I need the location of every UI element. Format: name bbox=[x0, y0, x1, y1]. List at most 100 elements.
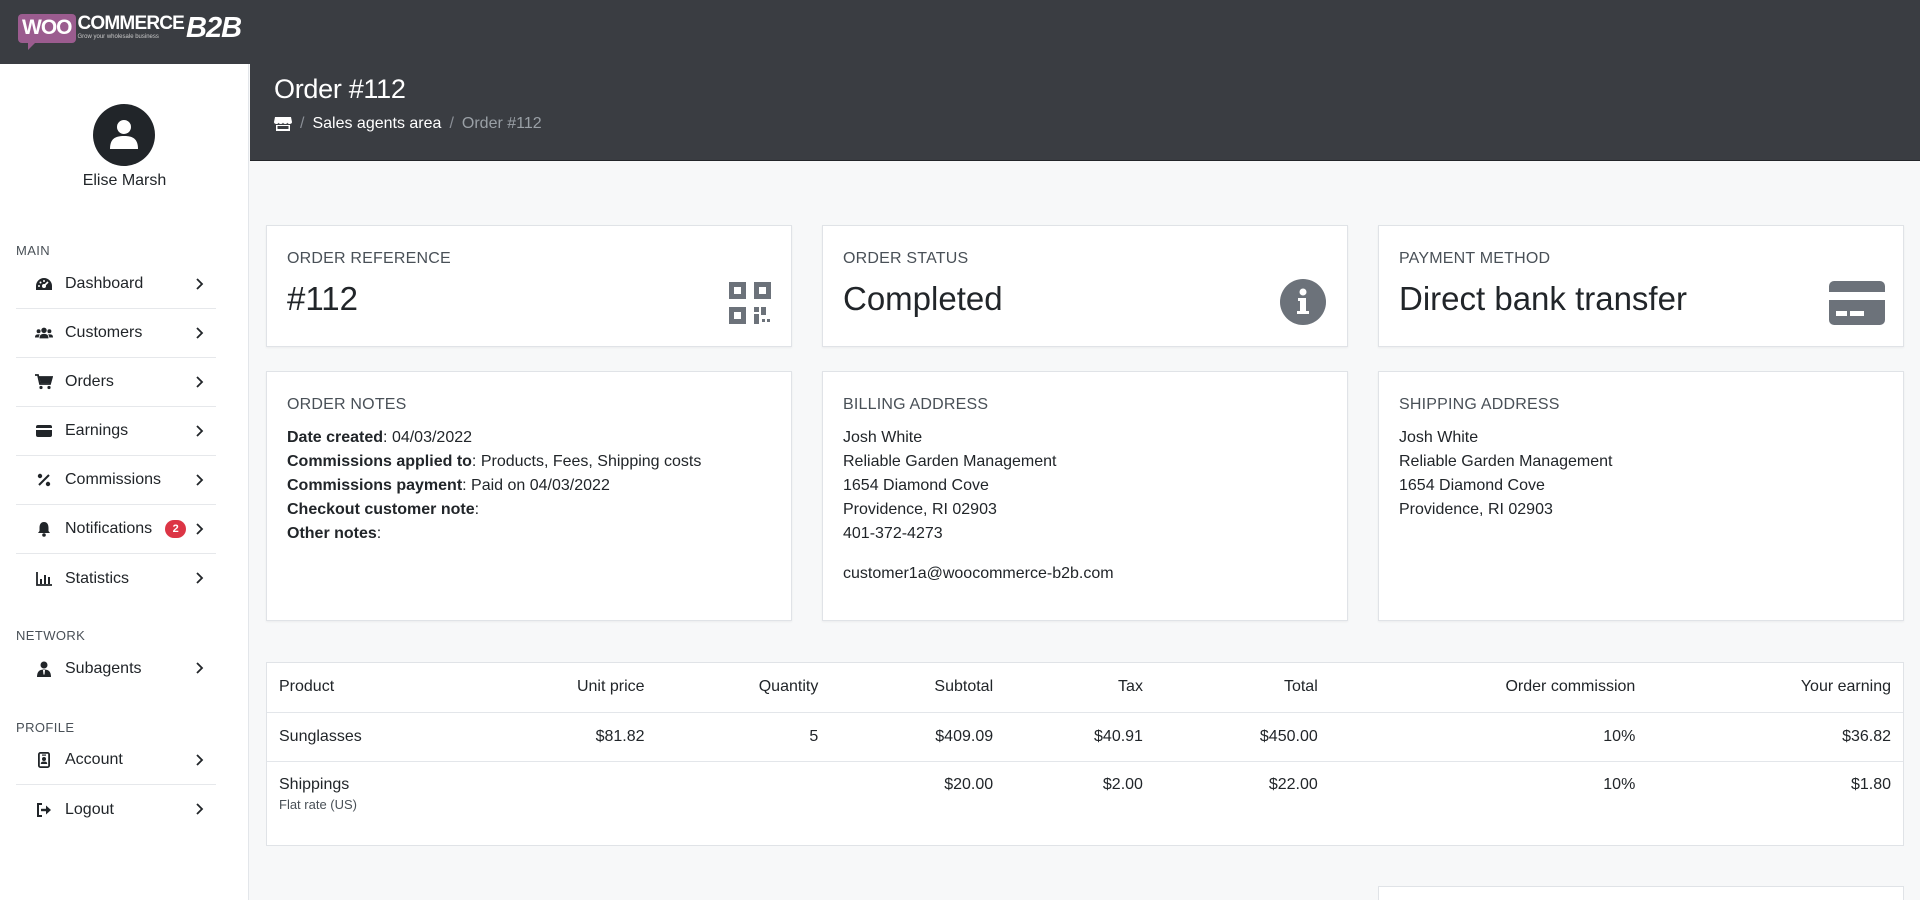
sidebar-item-commissions[interactable]: Commissions bbox=[16, 456, 216, 505]
cell-subtotal: $409.09 bbox=[830, 712, 1006, 762]
note-commissions-payment: Commissions payment: Paid on 04/03/2022 bbox=[287, 477, 610, 494]
note-date-created: Date created: 04/03/2022 bbox=[287, 429, 473, 446]
shipping-street: 1654 Diamond Cove bbox=[1399, 477, 1545, 494]
qrcode-icon bbox=[729, 282, 771, 324]
col-subtotal: Subtotal bbox=[830, 663, 1006, 713]
wallet-icon bbox=[35, 422, 53, 440]
sidebar-item-statistics[interactable]: Statistics bbox=[16, 554, 216, 603]
col-unit-price: Unit price bbox=[486, 663, 657, 713]
note-commissions-applied: Commissions applied to: Products, Fees, … bbox=[287, 453, 702, 470]
nav-section-profile: PROFILE bbox=[16, 720, 75, 735]
billing-city: Providence, RI 02903 bbox=[843, 501, 997, 518]
payment-method-value: Direct bank transfer bbox=[1399, 280, 1687, 317]
sidebar-item-earnings[interactable]: Earnings bbox=[16, 407, 216, 456]
sidebar-item-label: Account bbox=[65, 751, 123, 768]
table-header-row: Product Unit price Quantity Subtotal Tax… bbox=[267, 663, 1903, 713]
totals-card bbox=[1378, 886, 1904, 900]
logo-woo: WOO bbox=[18, 14, 76, 50]
sidebar-item-logout[interactable]: Logout bbox=[16, 785, 216, 834]
payment-method-card: PAYMENT METHOD Direct bank transfer bbox=[1378, 225, 1904, 347]
billing-name: Josh White bbox=[843, 429, 923, 446]
shipping-address-card: SHIPPING ADDRESS Josh White Reliable Gar… bbox=[1378, 371, 1904, 621]
cell-unit-price: $81.82 bbox=[486, 712, 657, 762]
card-label: BILLING ADDRESS bbox=[843, 396, 989, 413]
cart-icon bbox=[35, 373, 53, 391]
sidebar-item-account[interactable]: Account bbox=[16, 736, 216, 785]
sidebar-item-label: Customers bbox=[65, 324, 143, 341]
sidebar-item-label: Earnings bbox=[65, 422, 129, 439]
billing-email[interactable]: customer1a@woocommerce-b2b.com bbox=[843, 565, 1114, 582]
order-status-card: ORDER STATUS Completed bbox=[822, 225, 1348, 347]
notifications-count-badge: 2 bbox=[165, 520, 187, 538]
order-status-value: Completed bbox=[843, 280, 1003, 317]
breadcrumb: / Sales agents area / Order #112 bbox=[274, 115, 542, 133]
col-tax: Tax bbox=[1005, 663, 1155, 713]
order-items-table-card: Product Unit price Quantity Subtotal Tax… bbox=[266, 662, 1904, 846]
col-order-commission: Order commission bbox=[1329, 663, 1648, 713]
id-badge-icon bbox=[35, 751, 53, 769]
product-name: Shippings bbox=[279, 775, 350, 793]
chevron-right-icon bbox=[196, 572, 204, 584]
col-total: Total bbox=[1154, 663, 1330, 713]
sidebar-item-label: Dashboard bbox=[65, 275, 144, 292]
cell-earning: $1.80 bbox=[1850, 775, 1891, 793]
table-row: Shippings Flat rate (US) $20.00 $2.00 $2… bbox=[267, 761, 1903, 843]
note-customer-note: Checkout customer note: bbox=[287, 501, 480, 518]
user-name: Elise Marsh bbox=[82, 172, 167, 189]
sidebar-item-label: Statistics bbox=[65, 569, 130, 587]
bell-icon bbox=[35, 520, 53, 538]
info-icon bbox=[1280, 279, 1326, 325]
cell-commission: 10% bbox=[1329, 712, 1648, 762]
chevron-right-icon bbox=[196, 523, 204, 535]
page-header: Order #112 / Sales agents area / Order #… bbox=[250, 64, 1920, 161]
billing-address: Josh White Reliable Garden Management 16… bbox=[843, 426, 1114, 586]
chevron-right-icon bbox=[196, 754, 204, 766]
card-label: ORDER NOTES bbox=[287, 396, 407, 413]
credit-card-icon bbox=[1829, 281, 1885, 325]
store-icon[interactable] bbox=[274, 116, 292, 132]
avatar bbox=[93, 104, 155, 166]
cell-total: $450.00 bbox=[1154, 712, 1330, 762]
chart-icon bbox=[35, 570, 53, 588]
cell-earning: $36.82 bbox=[1647, 712, 1903, 762]
users-icon bbox=[35, 324, 53, 342]
chevron-right-icon bbox=[196, 474, 204, 486]
card-label: PAYMENT METHOD bbox=[1399, 250, 1551, 267]
top-bar: WOO COMMERCE Grow your wholesale busines… bbox=[0, 0, 1920, 64]
col-product: Product bbox=[267, 663, 487, 713]
col-quantity: Quantity bbox=[656, 663, 831, 713]
sidebar-item-orders[interactable]: Orders bbox=[16, 358, 216, 407]
logo-tagline: Grow your wholesale business bbox=[77, 34, 159, 40]
order-items-table: Product Unit price Quantity Subtotal Tax… bbox=[267, 663, 1903, 843]
sidebar-item-label: Logout bbox=[65, 800, 114, 818]
chevron-right-icon bbox=[196, 662, 204, 674]
sidebar-item-dashboard[interactable]: Dashboard bbox=[16, 260, 216, 309]
speedometer-icon bbox=[35, 275, 53, 293]
card-label: SHIPPING ADDRESS bbox=[1399, 396, 1560, 413]
brand-logo[interactable]: WOO COMMERCE Grow your wholesale busines… bbox=[18, 14, 242, 50]
sidebar-item-customers[interactable]: Customers bbox=[16, 309, 216, 358]
billing-address-card: BILLING ADDRESS Josh White Reliable Gard… bbox=[822, 371, 1348, 621]
cell-unit-price bbox=[487, 761, 657, 843]
sidebar-item-notifications[interactable]: Notifications 2 bbox=[16, 505, 216, 554]
breadcrumb-link[interactable]: Sales agents area bbox=[312, 115, 442, 132]
order-reference-value: #112 bbox=[287, 280, 358, 317]
chevron-right-icon bbox=[196, 803, 204, 815]
sidebar-item-label: Orders bbox=[65, 373, 114, 390]
billing-street: 1654 Diamond Cove bbox=[843, 477, 989, 494]
billing-company: Reliable Garden Management bbox=[843, 453, 1057, 470]
cell-product: Shippings Flat rate (US) bbox=[267, 761, 487, 843]
nav-section-network: NETWORK bbox=[16, 628, 86, 643]
shipping-name: Josh White bbox=[1399, 429, 1479, 446]
card-label: ORDER STATUS bbox=[843, 250, 969, 267]
table-row: Sunglasses $81.82 5 $409.09 $40.91 $450.… bbox=[267, 712, 1903, 762]
order-notes-list: Date created: 04/03/2022 Commissions app… bbox=[287, 426, 701, 546]
chevron-right-icon bbox=[196, 376, 204, 388]
sidebar-item-label: Commissions bbox=[65, 471, 162, 488]
chevron-right-icon bbox=[196, 278, 204, 290]
order-reference-card: ORDER REFERENCE #112 bbox=[266, 225, 792, 347]
breadcrumb-current: Order #112 bbox=[461, 115, 542, 132]
cell-quantity bbox=[657, 761, 831, 843]
sidebar-item-label: Subagents bbox=[65, 659, 142, 677]
sidebar-item-subagents[interactable]: Subagents bbox=[16, 644, 216, 693]
